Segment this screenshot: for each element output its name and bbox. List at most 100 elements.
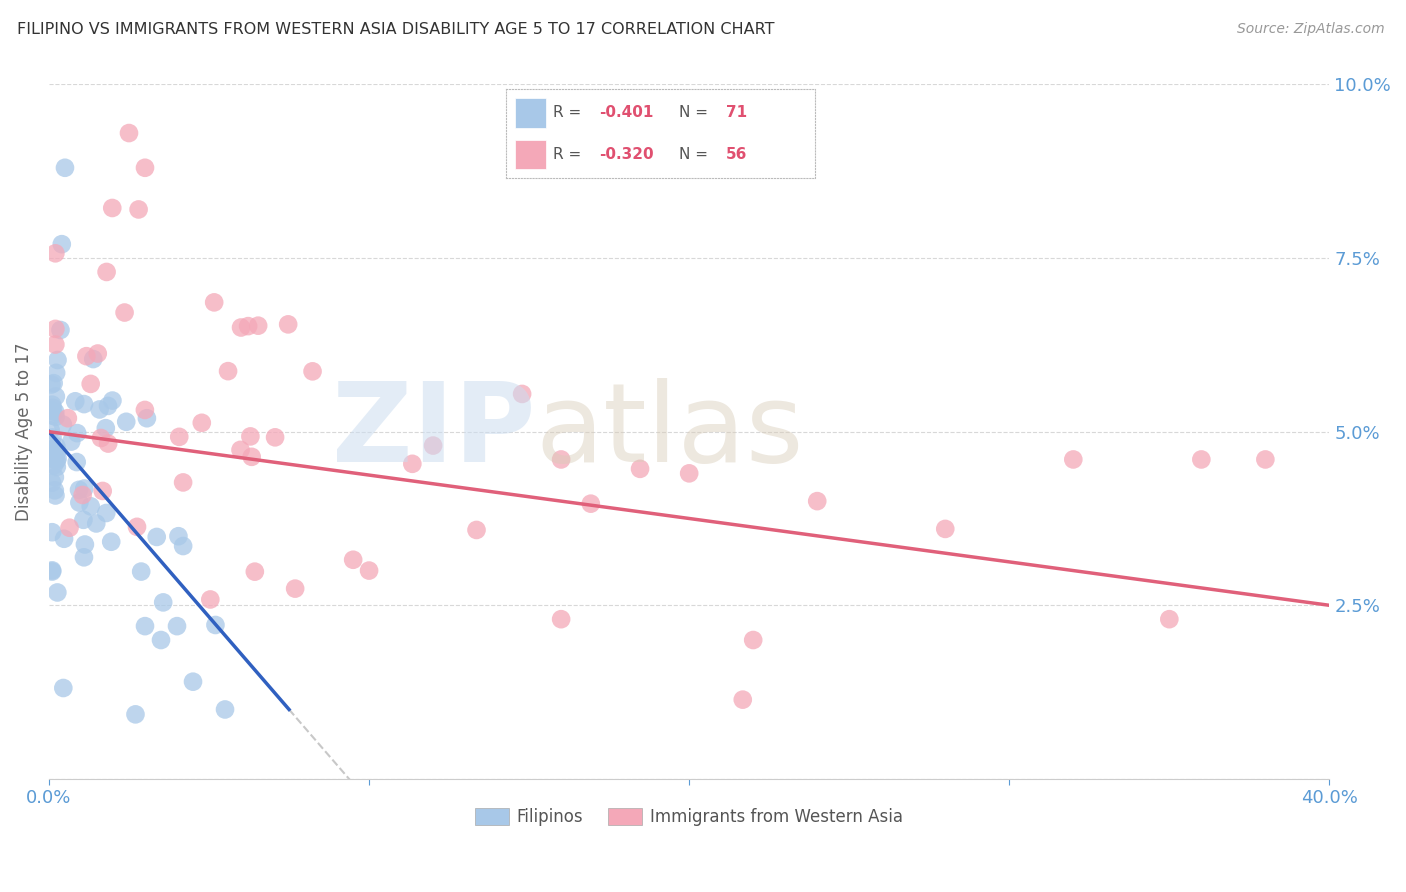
Point: [247, 318, 270, 333]
Y-axis label: Disability Age 5 to 17: Disability Age 5 to 17: [15, 343, 32, 521]
Point: [134, 403, 156, 417]
Point: [135, 411, 157, 425]
Point: [172, 475, 194, 490]
Point: [53, 161, 76, 175]
Point: [44, 405, 66, 419]
Point: [44, 483, 66, 498]
Point: [191, 416, 214, 430]
Point: [118, 126, 141, 140]
Point: [90, 431, 112, 445]
Point: [73, 537, 96, 551]
Point: [96, 265, 118, 279]
Point: [145, 530, 167, 544]
Point: [67, 483, 90, 497]
Point: [101, 393, 124, 408]
Point: [41, 448, 63, 462]
Point: [44, 470, 66, 484]
Point: [742, 633, 765, 648]
Point: [97, 436, 120, 450]
Point: [72, 513, 94, 527]
Point: [66, 426, 89, 441]
Point: [44, 450, 66, 465]
Point: [45, 439, 67, 453]
Point: [240, 450, 263, 464]
Point: [51, 237, 73, 252]
Text: atlas: atlas: [536, 378, 804, 485]
Point: [125, 520, 148, 534]
Point: [72, 488, 94, 502]
Point: [94, 421, 117, 435]
Point: [550, 612, 572, 626]
Point: [731, 692, 754, 706]
Point: [214, 702, 236, 716]
Point: [359, 564, 381, 578]
Point: [75, 349, 97, 363]
Point: [67, 495, 90, 509]
Point: [60, 434, 83, 449]
Point: [41, 398, 63, 412]
Point: [41, 403, 63, 417]
Point: [73, 550, 96, 565]
Point: [42, 458, 65, 473]
Text: R =: R =: [553, 105, 586, 120]
Point: [53, 532, 76, 546]
Point: [46, 444, 69, 458]
Point: [166, 619, 188, 633]
Point: [96, 506, 118, 520]
Point: [114, 305, 136, 319]
Text: 56: 56: [725, 147, 747, 161]
Point: [45, 389, 67, 403]
Text: N =: N =: [679, 105, 713, 120]
Text: 71: 71: [725, 105, 747, 120]
Point: [934, 522, 956, 536]
Point: [41, 475, 63, 490]
Text: ZIP: ZIP: [332, 378, 536, 485]
Point: [45, 454, 67, 468]
Legend: Filipinos, Immigrants from Western Asia: Filipinos, Immigrants from Western Asia: [468, 802, 910, 833]
Point: [41, 565, 63, 579]
Point: [97, 399, 120, 413]
Point: [134, 619, 156, 633]
Point: [579, 497, 602, 511]
Point: [134, 161, 156, 175]
Point: [80, 376, 103, 391]
Point: [65, 394, 87, 409]
Point: [101, 201, 124, 215]
Point: [1254, 452, 1277, 467]
Point: [44, 337, 66, 351]
Point: [46, 585, 69, 599]
Point: [41, 377, 63, 392]
Point: [45, 459, 67, 474]
Point: [80, 500, 103, 514]
Point: [89, 402, 111, 417]
Point: [115, 415, 138, 429]
Point: [41, 430, 63, 444]
Point: [1062, 452, 1084, 467]
Point: [58, 521, 80, 535]
Point: [44, 322, 66, 336]
Point: [41, 442, 63, 457]
Point: [66, 455, 89, 469]
Point: [229, 442, 252, 457]
Point: [264, 430, 287, 444]
Point: [401, 457, 423, 471]
Point: [42, 376, 65, 391]
Point: [284, 582, 307, 596]
Point: [172, 539, 194, 553]
Point: [100, 534, 122, 549]
Point: [217, 364, 239, 378]
Point: [73, 482, 96, 496]
Point: [42, 401, 65, 415]
Point: [49, 323, 72, 337]
Text: -0.401: -0.401: [599, 105, 654, 120]
Point: [46, 451, 69, 466]
Point: [1159, 612, 1181, 626]
Point: [1189, 452, 1212, 467]
Point: [152, 595, 174, 609]
Point: [124, 707, 146, 722]
Point: [52, 417, 75, 432]
Point: [129, 565, 152, 579]
Point: [301, 364, 323, 378]
Point: [342, 553, 364, 567]
Point: [181, 674, 204, 689]
